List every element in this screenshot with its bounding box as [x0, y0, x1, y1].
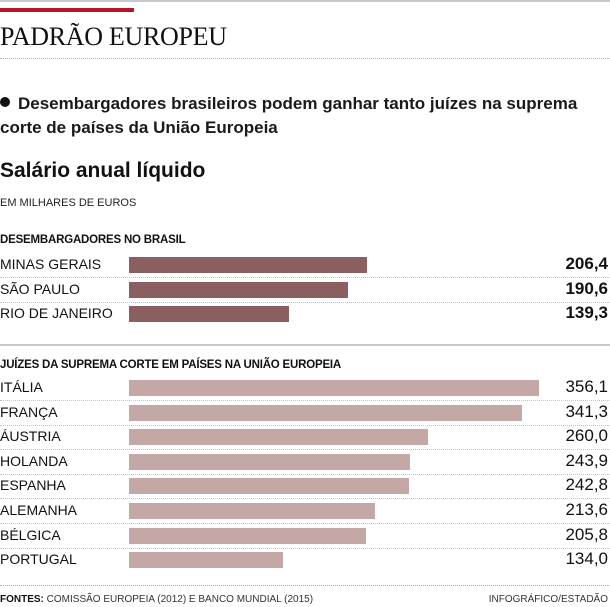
bar — [129, 478, 409, 495]
units-label: EM MILHARES DE EUROS — [0, 197, 137, 209]
value-label: 190,6 — [565, 278, 608, 298]
chart-title: Salário anual líquido — [0, 159, 206, 182]
value-label: 205,8 — [565, 524, 608, 544]
value-label: 356,1 — [565, 377, 608, 396]
category-label: MINAS GERAIS — [0, 256, 102, 272]
subtitle-text: Desembargadores brasileiros podem ganhar… — [0, 94, 578, 137]
footer-divider — [0, 585, 610, 586]
bar — [129, 404, 522, 421]
title-divider — [0, 58, 610, 59]
category-label: PORTUGAL — [0, 551, 77, 568]
value-label: 213,6 — [565, 500, 608, 519]
row-separator — [0, 449, 610, 451]
bar — [129, 257, 367, 273]
category-label: ALEMANHA — [0, 502, 78, 518]
subtitle: Desembargadores brasileiros podem ganhar… — [0, 92, 600, 140]
category-label: ESPANHA — [0, 477, 66, 494]
bar-row: HOLANDA 243,9 — [0, 450, 610, 475]
bar — [129, 306, 290, 322]
row-separator — [0, 498, 610, 500]
category-label: ITÁLIA — [0, 379, 43, 395]
bar-row: FRANÇA 341,3 — [0, 401, 610, 426]
sources-label: FONTES: — [0, 594, 44, 605]
bar-row: ITÁLIA 356,1 — [0, 376, 610, 401]
row-separator — [0, 424, 610, 426]
category-label: HOLANDA — [0, 452, 68, 469]
bullet-icon — [0, 97, 10, 107]
value-label: 260,0 — [565, 426, 608, 446]
row-separator — [0, 473, 610, 475]
credit: INFOGRÁFICO/ESTADÃO — [488, 594, 608, 605]
row-separator — [0, 400, 610, 401]
bar — [129, 527, 366, 544]
value-label: 134,0 — [565, 549, 608, 569]
sources: FONTES: COMISSÃO EUROPEIA (2012) E BANCO… — [0, 594, 313, 605]
value-label: 242,8 — [565, 475, 608, 495]
top-rule — [0, 0, 610, 2]
value-label: 206,4 — [565, 254, 608, 273]
category-label: SÃO PAULO — [0, 280, 80, 297]
group-title-brasil: DESEMBARGADORES NO BRASIL — [0, 234, 186, 246]
bar — [129, 429, 429, 446]
bar — [129, 380, 539, 396]
value-label: 139,3 — [565, 303, 608, 322]
bar-row: BÉLGICA 205,8 — [0, 524, 610, 549]
page-title: PADRÃO EUROPEU — [0, 22, 227, 51]
bar — [129, 552, 284, 569]
bar-row: SÃO PAULO 190,6 — [0, 278, 610, 303]
value-label: 341,3 — [565, 401, 608, 421]
sources-text: COMISSÃO EUROPEIA (2012) E BANCO MUNDIAL… — [43, 594, 314, 605]
category-label: BÉLGICA — [0, 526, 61, 543]
row-separator — [0, 277, 610, 278]
bar — [129, 453, 410, 470]
category-label: FRANÇA — [0, 403, 58, 420]
bar-row: PORTUGAL 134,0 — [0, 548, 610, 572]
row-separator — [0, 547, 610, 549]
group-title-europa: JUÍZES DA SUPREMA CORTE EM PAÍSES NA UNI… — [0, 359, 342, 371]
category-label: RIO DE JANEIRO — [0, 305, 113, 321]
category-label: ÁUSTRIA — [0, 428, 61, 445]
bar-row: ESPANHA 242,8 — [0, 474, 610, 500]
bar-row: ÁUSTRIA 260,0 — [0, 425, 610, 451]
accent-rule — [0, 8, 134, 12]
bar-row: RIO DE JANEIRO 139,3 — [0, 302, 610, 326]
group-divider — [0, 344, 610, 346]
value-label: 243,9 — [565, 450, 608, 470]
bar — [129, 281, 349, 298]
row-separator — [0, 523, 610, 524]
bar-row: MINAS GERAIS 206,4 — [0, 253, 610, 278]
row-separator — [0, 301, 610, 303]
bar-row: ALEMANHA 213,6 — [0, 499, 610, 524]
bar — [129, 503, 375, 519]
